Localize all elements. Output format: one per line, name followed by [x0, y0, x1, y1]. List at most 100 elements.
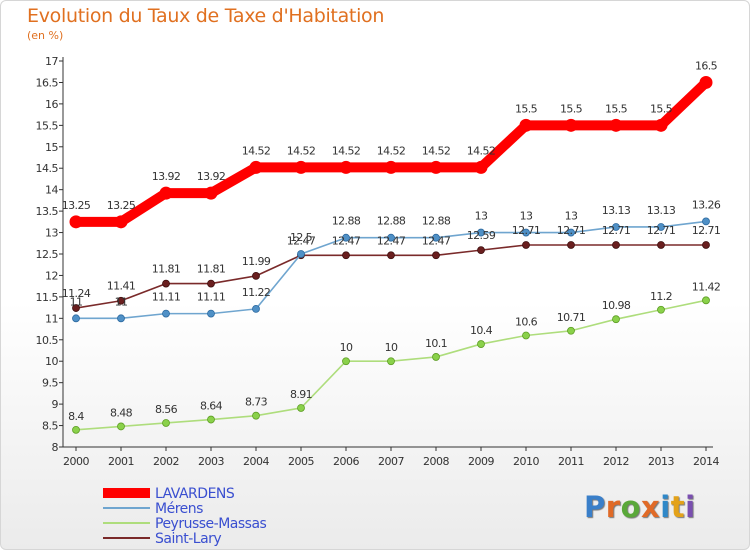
data-label: 11.81	[197, 263, 226, 276]
data-label: 11.11	[197, 291, 226, 304]
data-label: 12.88	[377, 215, 406, 228]
x-tick-label: 2003	[198, 455, 224, 468]
data-point	[612, 241, 620, 249]
data-label: 12.71	[692, 224, 721, 237]
data-point	[342, 251, 350, 260]
data-point	[339, 160, 353, 174]
x-tick-label: 2005	[288, 455, 314, 468]
data-point	[432, 233, 440, 242]
data-point	[654, 118, 668, 132]
data-point	[117, 296, 125, 305]
data-point	[474, 160, 488, 174]
data-point	[567, 241, 575, 249]
data-label: 12.5	[290, 231, 313, 244]
y-tick-label: 9	[52, 398, 59, 411]
y-tick-label: 14.5	[36, 162, 59, 175]
data-label: 10.6	[515, 315, 538, 328]
data-point	[342, 357, 350, 366]
data-point	[657, 241, 665, 249]
y-tick-label: 8.5	[42, 420, 58, 433]
data-label: 12.88	[422, 215, 451, 228]
data-label: 13.92	[197, 170, 226, 183]
data-point	[429, 160, 443, 174]
logo-letter: P	[584, 490, 606, 524]
data-label: 11.99	[242, 255, 271, 268]
y-tick-label: 11.5	[36, 291, 59, 304]
x-tick-label: 2002	[153, 455, 179, 468]
data-point	[252, 304, 260, 313]
data-point	[342, 233, 350, 242]
data-point	[162, 279, 170, 288]
data-label: 15.5	[515, 102, 538, 115]
logo-letter: o	[620, 490, 642, 524]
data-point	[432, 251, 440, 260]
data-label: 12.47	[287, 234, 316, 247]
data-point	[657, 223, 665, 231]
data-label: 14.52	[287, 144, 316, 157]
data-point	[72, 425, 80, 434]
data-point	[699, 75, 713, 89]
data-point	[297, 250, 305, 258]
data-label: 14.52	[377, 144, 406, 157]
legend-label: Peyrusse-Massas	[155, 516, 267, 532]
legend-label: Mérens	[155, 501, 203, 517]
data-label: 12.71	[602, 224, 631, 237]
data-point	[72, 304, 80, 312]
x-tick-label: 2014	[693, 455, 719, 468]
data-label: 10.1	[425, 337, 447, 350]
data-point	[114, 215, 128, 229]
data-label: 8.91	[290, 388, 312, 401]
x-tick-label: 2004	[243, 455, 269, 468]
chart-title: Evolution du Taux de Taxe d'Habitation	[27, 5, 385, 27]
x-tick-label: 2007	[378, 455, 404, 468]
data-label: 15.5	[650, 102, 673, 115]
y-tick-label: 13	[45, 227, 58, 240]
data-point	[294, 160, 308, 174]
data-label: 10.71	[557, 311, 586, 324]
data-label: 11.42	[692, 280, 721, 293]
data-label: 14.52	[332, 144, 361, 157]
data-label: 12.71	[557, 224, 586, 237]
y-tick-label: 15.5	[36, 119, 59, 132]
y-tick-label: 12.5	[36, 248, 59, 261]
data-label: 13.13	[647, 204, 676, 217]
data-point	[252, 411, 260, 420]
data-point	[207, 309, 215, 318]
y-tick-label: 16	[45, 98, 58, 111]
data-point	[522, 331, 530, 340]
data-point	[387, 357, 395, 366]
data-label: 10	[340, 341, 353, 354]
logo-letter: x	[641, 490, 661, 524]
data-point	[657, 305, 665, 314]
data-label: 13.25	[62, 199, 91, 212]
data-label: 13.26	[692, 198, 721, 211]
data-label: 14.52	[467, 144, 496, 157]
data-point	[609, 118, 623, 132]
data-label: 11	[70, 295, 83, 308]
x-tick-label: 2013	[648, 455, 674, 468]
y-tick-label: 11	[45, 312, 58, 325]
data-label: 12.47	[377, 234, 406, 247]
data-point	[387, 251, 395, 260]
data-point	[384, 160, 398, 174]
data-point	[477, 246, 485, 255]
legend-label: LAVARDENS	[155, 486, 235, 502]
data-label: 11	[115, 295, 128, 308]
data-label: 13.92	[152, 170, 181, 183]
data-label: 12.71	[647, 224, 676, 237]
logo-letter: t	[670, 490, 686, 524]
data-label: 10.4	[470, 324, 493, 337]
data-point	[702, 296, 710, 305]
y-tick-label: 12	[45, 269, 58, 282]
data-point	[249, 160, 263, 174]
data-label: 12.47	[422, 234, 451, 247]
data-point	[567, 326, 575, 335]
data-point	[297, 404, 305, 412]
x-tick-label: 2000	[63, 455, 89, 468]
x-tick-label: 2001	[108, 455, 134, 468]
data-point	[702, 217, 710, 226]
data-label: 12.71	[512, 224, 541, 237]
data-point	[477, 340, 485, 348]
data-label: 11.81	[152, 263, 181, 276]
data-label: 14.52	[422, 144, 451, 157]
